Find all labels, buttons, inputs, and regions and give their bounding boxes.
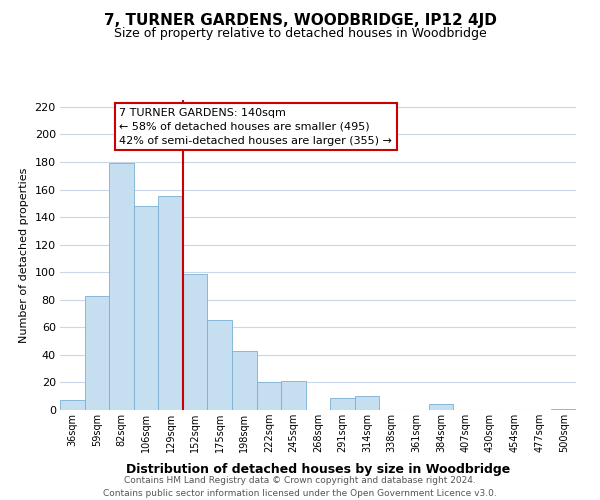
Y-axis label: Number of detached properties: Number of detached properties — [19, 168, 29, 342]
X-axis label: Distribution of detached houses by size in Woodbridge: Distribution of detached houses by size … — [126, 464, 510, 476]
Bar — [355, 396, 379, 410]
Bar — [257, 382, 281, 410]
Bar — [551, 408, 576, 410]
Bar — [428, 404, 453, 410]
Bar — [109, 164, 134, 410]
Bar — [183, 274, 208, 410]
Bar — [134, 206, 158, 410]
Bar — [60, 400, 85, 410]
Text: 7, TURNER GARDENS, WOODBRIDGE, IP12 4JD: 7, TURNER GARDENS, WOODBRIDGE, IP12 4JD — [104, 12, 496, 28]
Bar — [232, 351, 257, 410]
Bar — [158, 196, 183, 410]
Bar — [281, 381, 306, 410]
Bar — [208, 320, 232, 410]
Text: Size of property relative to detached houses in Woodbridge: Size of property relative to detached ho… — [113, 28, 487, 40]
Bar — [330, 398, 355, 410]
Text: Contains HM Land Registry data © Crown copyright and database right 2024.
Contai: Contains HM Land Registry data © Crown c… — [103, 476, 497, 498]
Bar — [85, 296, 109, 410]
Text: 7 TURNER GARDENS: 140sqm
← 58% of detached houses are smaller (495)
42% of semi-: 7 TURNER GARDENS: 140sqm ← 58% of detach… — [119, 108, 392, 146]
